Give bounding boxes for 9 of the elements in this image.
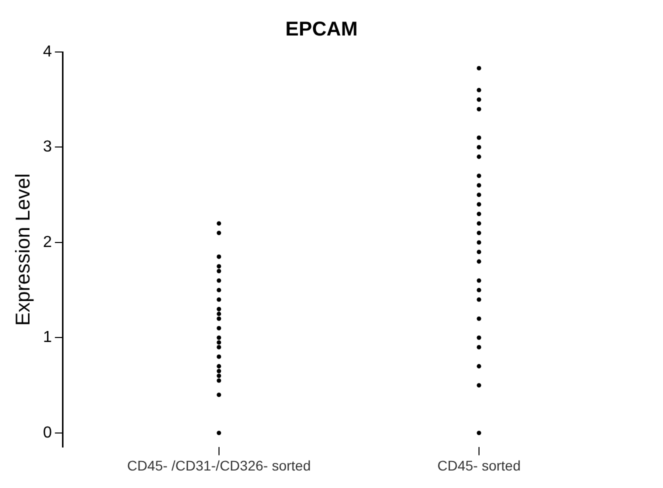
y-tick-label: 2	[42, 234, 52, 251]
y-tick-label: 4	[42, 43, 52, 60]
y-tick-label: 1	[42, 329, 52, 346]
y-axis-title: Expression Level	[12, 173, 35, 326]
chart-title: EPCAM	[285, 18, 358, 41]
x-tick-label: CD45- /CD31-/CD326- sorted	[127, 457, 311, 474]
y-tick-label: 0	[42, 424, 52, 442]
x-tick-label: CD45- sorted	[437, 457, 521, 474]
y-tick-label: 3	[42, 138, 52, 156]
